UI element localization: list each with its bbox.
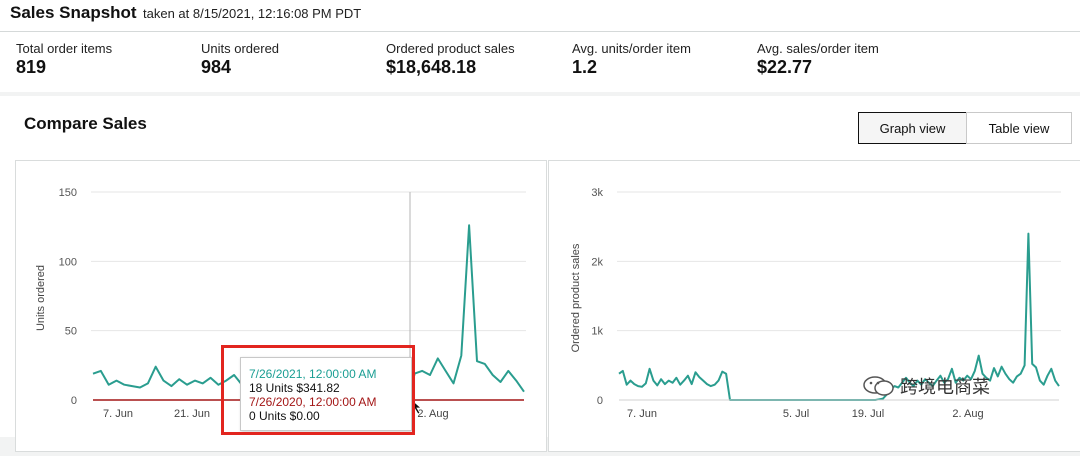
metric-avg-sales-per-order-item: Avg. sales/order item $22.77 bbox=[757, 41, 879, 78]
metric-value: $22.77 bbox=[757, 57, 813, 77]
x-tick-label: 21. Jun bbox=[174, 408, 210, 420]
metric-label: Units ordered bbox=[201, 41, 280, 56]
tooltip-previous-value: 0 Units $0.00 bbox=[249, 409, 320, 423]
tooltip-highlight-frame bbox=[221, 345, 415, 435]
wechat-icon bbox=[863, 376, 894, 396]
metric-label: Total order items bbox=[16, 41, 113, 56]
divider bbox=[0, 31, 1080, 32]
ordered-product-sales-chart[interactable]: 0 1k 2k 3k Ordered product sales 7. Jun 5. Jul… bbox=[549, 161, 1080, 451]
metric-ordered-product-sales: Ordered product sales $18,648.18 bbox=[386, 41, 515, 78]
y-tick-label: 150 bbox=[59, 187, 77, 199]
x-tick-label: 2. Aug bbox=[952, 408, 983, 420]
ordered-product-sales-chart-container: 0 1k 2k 3k Ordered product sales 7. Jun 5. Jul… bbox=[548, 160, 1080, 452]
y-tick-label: 0 bbox=[71, 395, 77, 407]
tooltip-current-date: 7/26/2021, 12:00:00 AM bbox=[249, 367, 377, 381]
y-tick-label: 0 bbox=[597, 395, 603, 407]
metric-value: $18,648.18 bbox=[386, 57, 477, 77]
y-tick-label: 100 bbox=[59, 256, 77, 268]
y-tick-label: 2k bbox=[591, 256, 603, 268]
metric-value: 819 bbox=[16, 57, 47, 77]
metric-total-order-items: Total order items 819 bbox=[16, 41, 112, 78]
watermark-text: 跨境电商菜 bbox=[900, 377, 990, 397]
y-axis-label: Units ordered bbox=[35, 265, 47, 331]
x-tick-label: 7. Jun bbox=[627, 408, 657, 420]
metric-value: 984 bbox=[201, 57, 232, 77]
x-tick-label: 2. Aug bbox=[417, 408, 448, 420]
watermark: 跨境电商菜 bbox=[862, 373, 990, 399]
sales-snapshot-header: Sales Snapshot taken at 8/15/2021, 12:16… bbox=[0, 0, 1080, 92]
metric-units-ordered: Units ordered 984 bbox=[201, 41, 279, 78]
snapshot-timestamp: taken at 8/15/2021, 12:16:08 PM PDT bbox=[143, 6, 362, 21]
tooltip-previous-date: 7/26/2020, 12:00:00 AM bbox=[249, 395, 377, 409]
y-tick-label: 50 bbox=[65, 326, 77, 338]
y-axis-label: Ordered product sales bbox=[570, 243, 582, 352]
tooltip-current-value: 18 Units $341.82 bbox=[249, 381, 340, 395]
page-title: Sales Snapshot bbox=[10, 3, 137, 22]
metric-label: Avg. sales/order item bbox=[757, 41, 879, 56]
x-tick-label: 5. Jul bbox=[783, 408, 809, 420]
x-tick-label: 7. Jun bbox=[103, 408, 133, 420]
x-tick-label: 19. Jul bbox=[852, 408, 884, 420]
metric-label: Ordered product sales bbox=[386, 41, 515, 56]
y-tick-label: 3k bbox=[591, 187, 603, 199]
graph-view-button[interactable]: Graph view bbox=[858, 112, 967, 144]
series-line-current bbox=[618, 232, 1060, 401]
compare-sales-title: Compare Sales bbox=[24, 114, 147, 133]
chart-tooltip: 7/26/2021, 12:00:00 AM 18 Units $341.82 … bbox=[240, 357, 412, 431]
metric-avg-units-per-order-item: Avg. units/order item 1.2 bbox=[572, 41, 691, 78]
metric-label: Avg. units/order item bbox=[572, 41, 691, 56]
y-tick-label: 1k bbox=[591, 326, 603, 338]
metric-value: 1.2 bbox=[572, 57, 598, 77]
table-view-button[interactable]: Table view bbox=[966, 112, 1072, 144]
